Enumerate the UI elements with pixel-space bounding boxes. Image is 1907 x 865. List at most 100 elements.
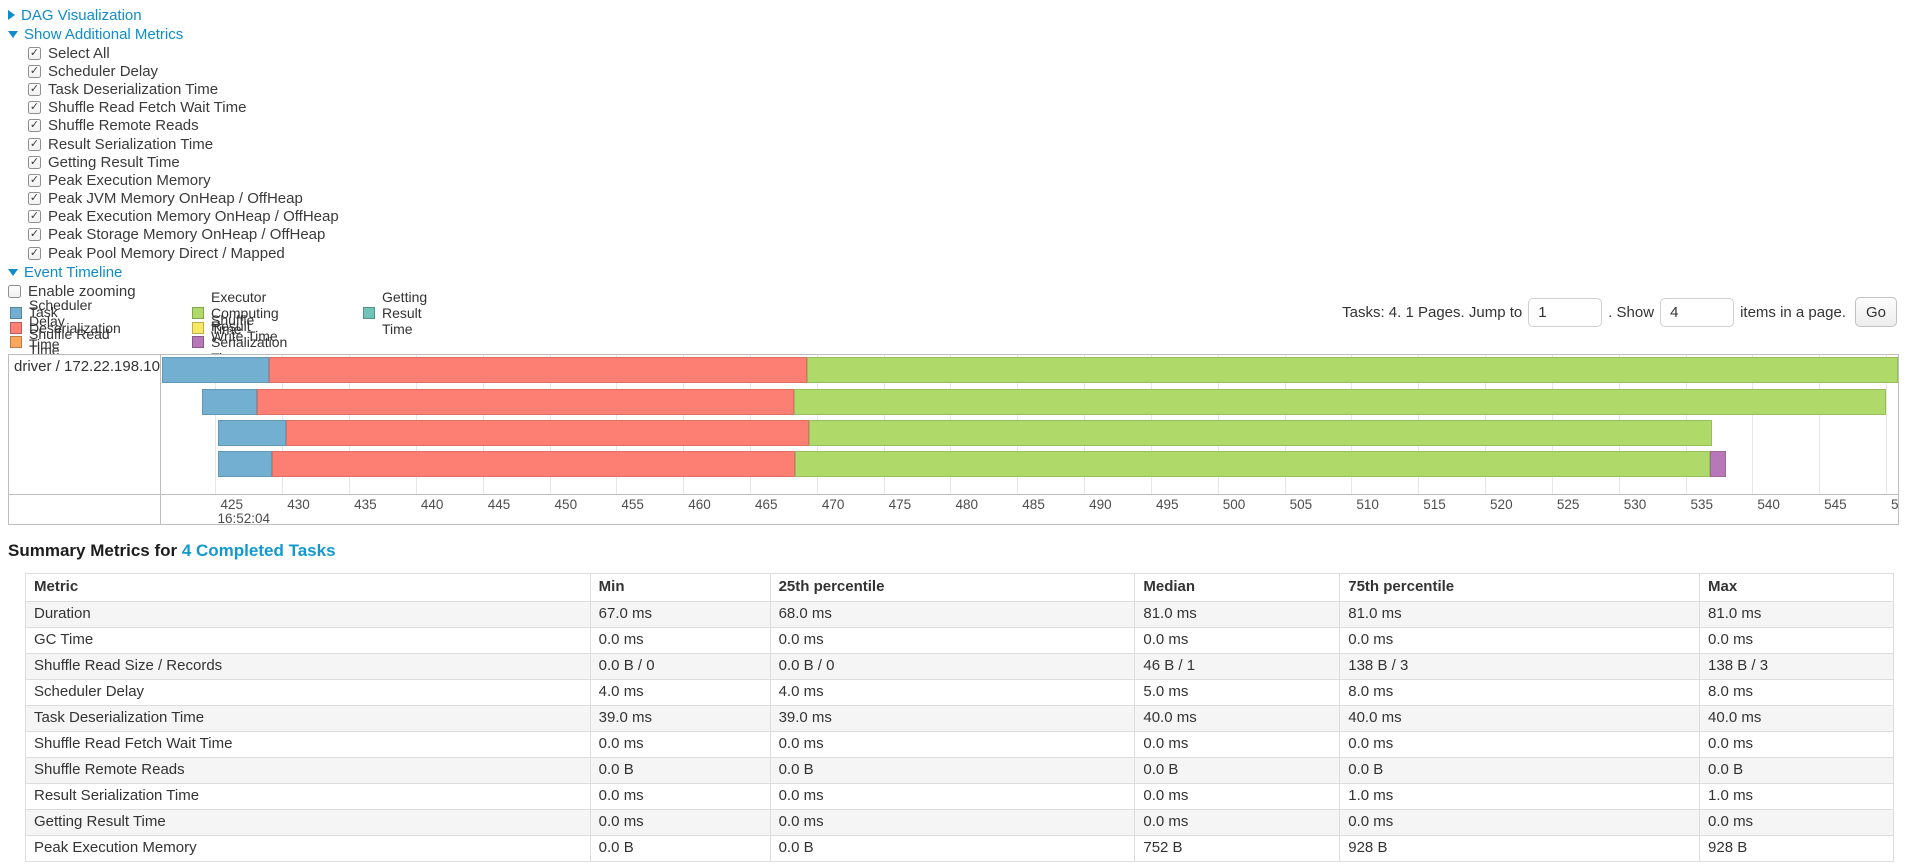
metric-name-cell: Task Deserialization Time [25, 705, 591, 732]
caret-down-icon [8, 30, 18, 38]
metric-name-cell: Duration [25, 601, 591, 628]
metric-value-cell: 0.0 ms [1339, 731, 1701, 758]
scheduler-delay-bar[interactable] [202, 389, 257, 415]
checkbox-result-serialization-time[interactable]: ✓ [28, 137, 41, 151]
tasks-count-text: Tasks: 4. 1 Pages. Jump to [1342, 303, 1523, 321]
metric-checkbox-row: ✓ Task Deserialization Time [28, 80, 339, 98]
axis-tick-label: 495 [1155, 497, 1179, 512]
metric-name-cell: Shuffle Read Size / Records [25, 653, 591, 680]
legend-column: Executor Computing Time Shuffle Write Tim… [192, 289, 287, 366]
checkbox-peak-storage-memory-onheap-offheap[interactable]: ✓ [28, 228, 41, 242]
legend-entry-task-deserialization-time: Task Deserialization Time [10, 304, 121, 352]
legend-entry-shuffle-write-time: Shuffle Write Time [192, 312, 287, 344]
checkbox-task-deserialization-time[interactable]: ✓ [28, 82, 41, 96]
legend-entry-result-serialization-time: Result Serialization Time [192, 318, 287, 366]
shuffle-write-time-legend-swatch-icon [192, 321, 204, 334]
event-timeline-toggle[interactable]: Event Timeline [8, 263, 339, 281]
metric-value-cell: 81.0 ms [1134, 601, 1341, 628]
checkbox-peak-jvm-memory-onheap-offheap[interactable]: ✓ [28, 192, 41, 206]
checkbox-scheduler-delay[interactable]: ✓ [28, 64, 41, 78]
metric-checkbox-row: ✓ Getting Result Time [28, 153, 339, 171]
checkbox-peak-execution-memory[interactable]: ✓ [28, 173, 41, 187]
task-deserialization-bar[interactable] [268, 357, 808, 383]
items-per-page-input[interactable] [1660, 297, 1735, 327]
metric-checkbox-label: Scheduler Delay [48, 62, 159, 80]
executor-computing-bar[interactable] [795, 451, 1710, 477]
metric-value-cell: 0.0 ms [1134, 809, 1341, 836]
checkbox-shuffle-remote-reads[interactable]: ✓ [28, 119, 41, 133]
scheduler-delay-bar[interactable] [162, 357, 269, 383]
enable-zooming-label: Enable zooming [28, 282, 136, 300]
metric-checkbox-row: ✓ Scheduler Delay [28, 62, 339, 80]
axis-tick-label: 430 [287, 497, 310, 512]
axis-tick-label: 470 [821, 497, 845, 512]
metric-checkbox-row: ✓ Peak Execution Memory OnHeap / OffHeap [28, 208, 339, 226]
legend-label: Shuffle Write Time [211, 311, 278, 344]
metric-value-cell: 0.0 B / 0 [589, 653, 771, 680]
task-pagination: Tasks: 4. 1 Pages. Jump to . Show items … [1342, 296, 1897, 328]
metric-value-cell: 39.0 ms [769, 705, 1136, 732]
checkbox-select-all[interactable]: ✓ [28, 46, 41, 60]
event-timeline-label: Event Timeline [24, 263, 123, 281]
executor-computing-bar[interactable] [807, 357, 1898, 383]
table-header-25th-percentile: 25th percentile [769, 573, 1136, 602]
items-in-page-text: items in a page. [1740, 303, 1846, 321]
metric-value-cell: 0.0 ms [769, 783, 1136, 810]
result-serialization-bar[interactable] [1709, 451, 1726, 477]
metric-name-cell: Shuffle Read Fetch Wait Time [25, 731, 591, 758]
metric-value-cell: 4.0 ms [589, 679, 771, 706]
metric-value-cell: 928 B [1339, 835, 1701, 862]
table-header-min: Min [589, 573, 771, 602]
metric-value-cell: 1.0 ms [1339, 783, 1701, 810]
metric-value-cell: 0.0 ms [1339, 627, 1701, 654]
table-row: Task Deserialization Time 39.0 ms 39.0 ms 4… [25, 705, 1894, 732]
axis-gridline [1885, 355, 1887, 494]
table-row: Shuffle Read Size / Records 0.0 B / 0 0.0 … [25, 653, 1894, 680]
axis-gridline [1819, 355, 1821, 494]
summary-title-prefix: Summary Metrics for [8, 541, 182, 560]
completed-tasks-link[interactable]: 4 Completed Tasks [181, 541, 336, 560]
axis-tick-label: 440 [420, 497, 444, 512]
axis-tick-label: 525 [1556, 497, 1580, 512]
metric-value-cell: 0.0 ms [1699, 809, 1894, 836]
metric-value-cell: 8.0 ms [1699, 679, 1894, 706]
metric-value-cell: 138 B / 3 [1339, 653, 1701, 680]
axis-tick-label: 485 [1022, 497, 1045, 512]
table-row: Duration 67.0 ms 68.0 ms 81.0 ms 81.0 ms 81.0… [25, 601, 1894, 628]
legend-column: Getting Result Time [363, 289, 427, 337]
metric-value-cell: 1.0 ms [1699, 783, 1894, 810]
timeline-group-label: driver / 172.22.198.104 [14, 358, 160, 375]
metric-value-cell: 0.0 ms [769, 627, 1136, 654]
checkbox-peak-pool-memory-direct-mapped[interactable]: ✓ [28, 246, 41, 260]
metric-value-cell: 0.0 ms [1134, 627, 1341, 654]
checkbox-getting-result-time[interactable]: ✓ [28, 155, 41, 169]
timeline-plot-area [162, 355, 1898, 494]
go-button[interactable]: Go [1854, 297, 1897, 327]
task-deserialization-bar[interactable] [286, 420, 809, 446]
dag-visualization-toggle[interactable]: DAG Visualization [8, 6, 339, 24]
checkbox-shuffle-read-fetch-wait-time[interactable]: ✓ [28, 101, 41, 115]
metric-value-cell: 0.0 B [769, 757, 1136, 784]
metric-value-cell: 8.0 ms [1339, 679, 1701, 706]
metric-name-cell: Getting Result Time [25, 809, 591, 836]
table-header-row: Metric Min 25th percentile Median 75th perce… [25, 573, 1894, 602]
scheduler-delay-bar[interactable] [218, 451, 272, 477]
metric-value-cell: 39.0 ms [589, 705, 771, 732]
executor-computing-bar[interactable] [808, 420, 1713, 446]
axis-tick-label: 455 [621, 497, 644, 512]
metric-value-cell: 0.0 B / 0 [769, 653, 1136, 680]
metric-checkbox-row: ✓ Shuffle Remote Reads [28, 117, 339, 135]
task-deserialization-bar[interactable] [256, 389, 795, 415]
scheduler-delay-bar[interactable] [218, 420, 287, 446]
show-text: . Show [1608, 303, 1655, 321]
task-deserialization-bar[interactable] [271, 451, 796, 477]
enable-zooming-checkbox[interactable] [8, 284, 21, 298]
executor-computing-bar[interactable] [794, 389, 1886, 415]
metric-value-cell: 0.0 ms [769, 809, 1136, 836]
jump-to-page-input[interactable] [1528, 297, 1603, 327]
table-row: Scheduler Delay 4.0 ms 4.0 ms 5.0 ms 8.0 ms 8… [25, 679, 1894, 706]
legend-entry-executor-computing-time: Executor Computing Time [192, 289, 287, 337]
checkbox-peak-execution-memory-onheap-offheap[interactable]: ✓ [28, 210, 41, 224]
show-additional-metrics-toggle[interactable]: Show Additional Metrics [8, 25, 339, 43]
